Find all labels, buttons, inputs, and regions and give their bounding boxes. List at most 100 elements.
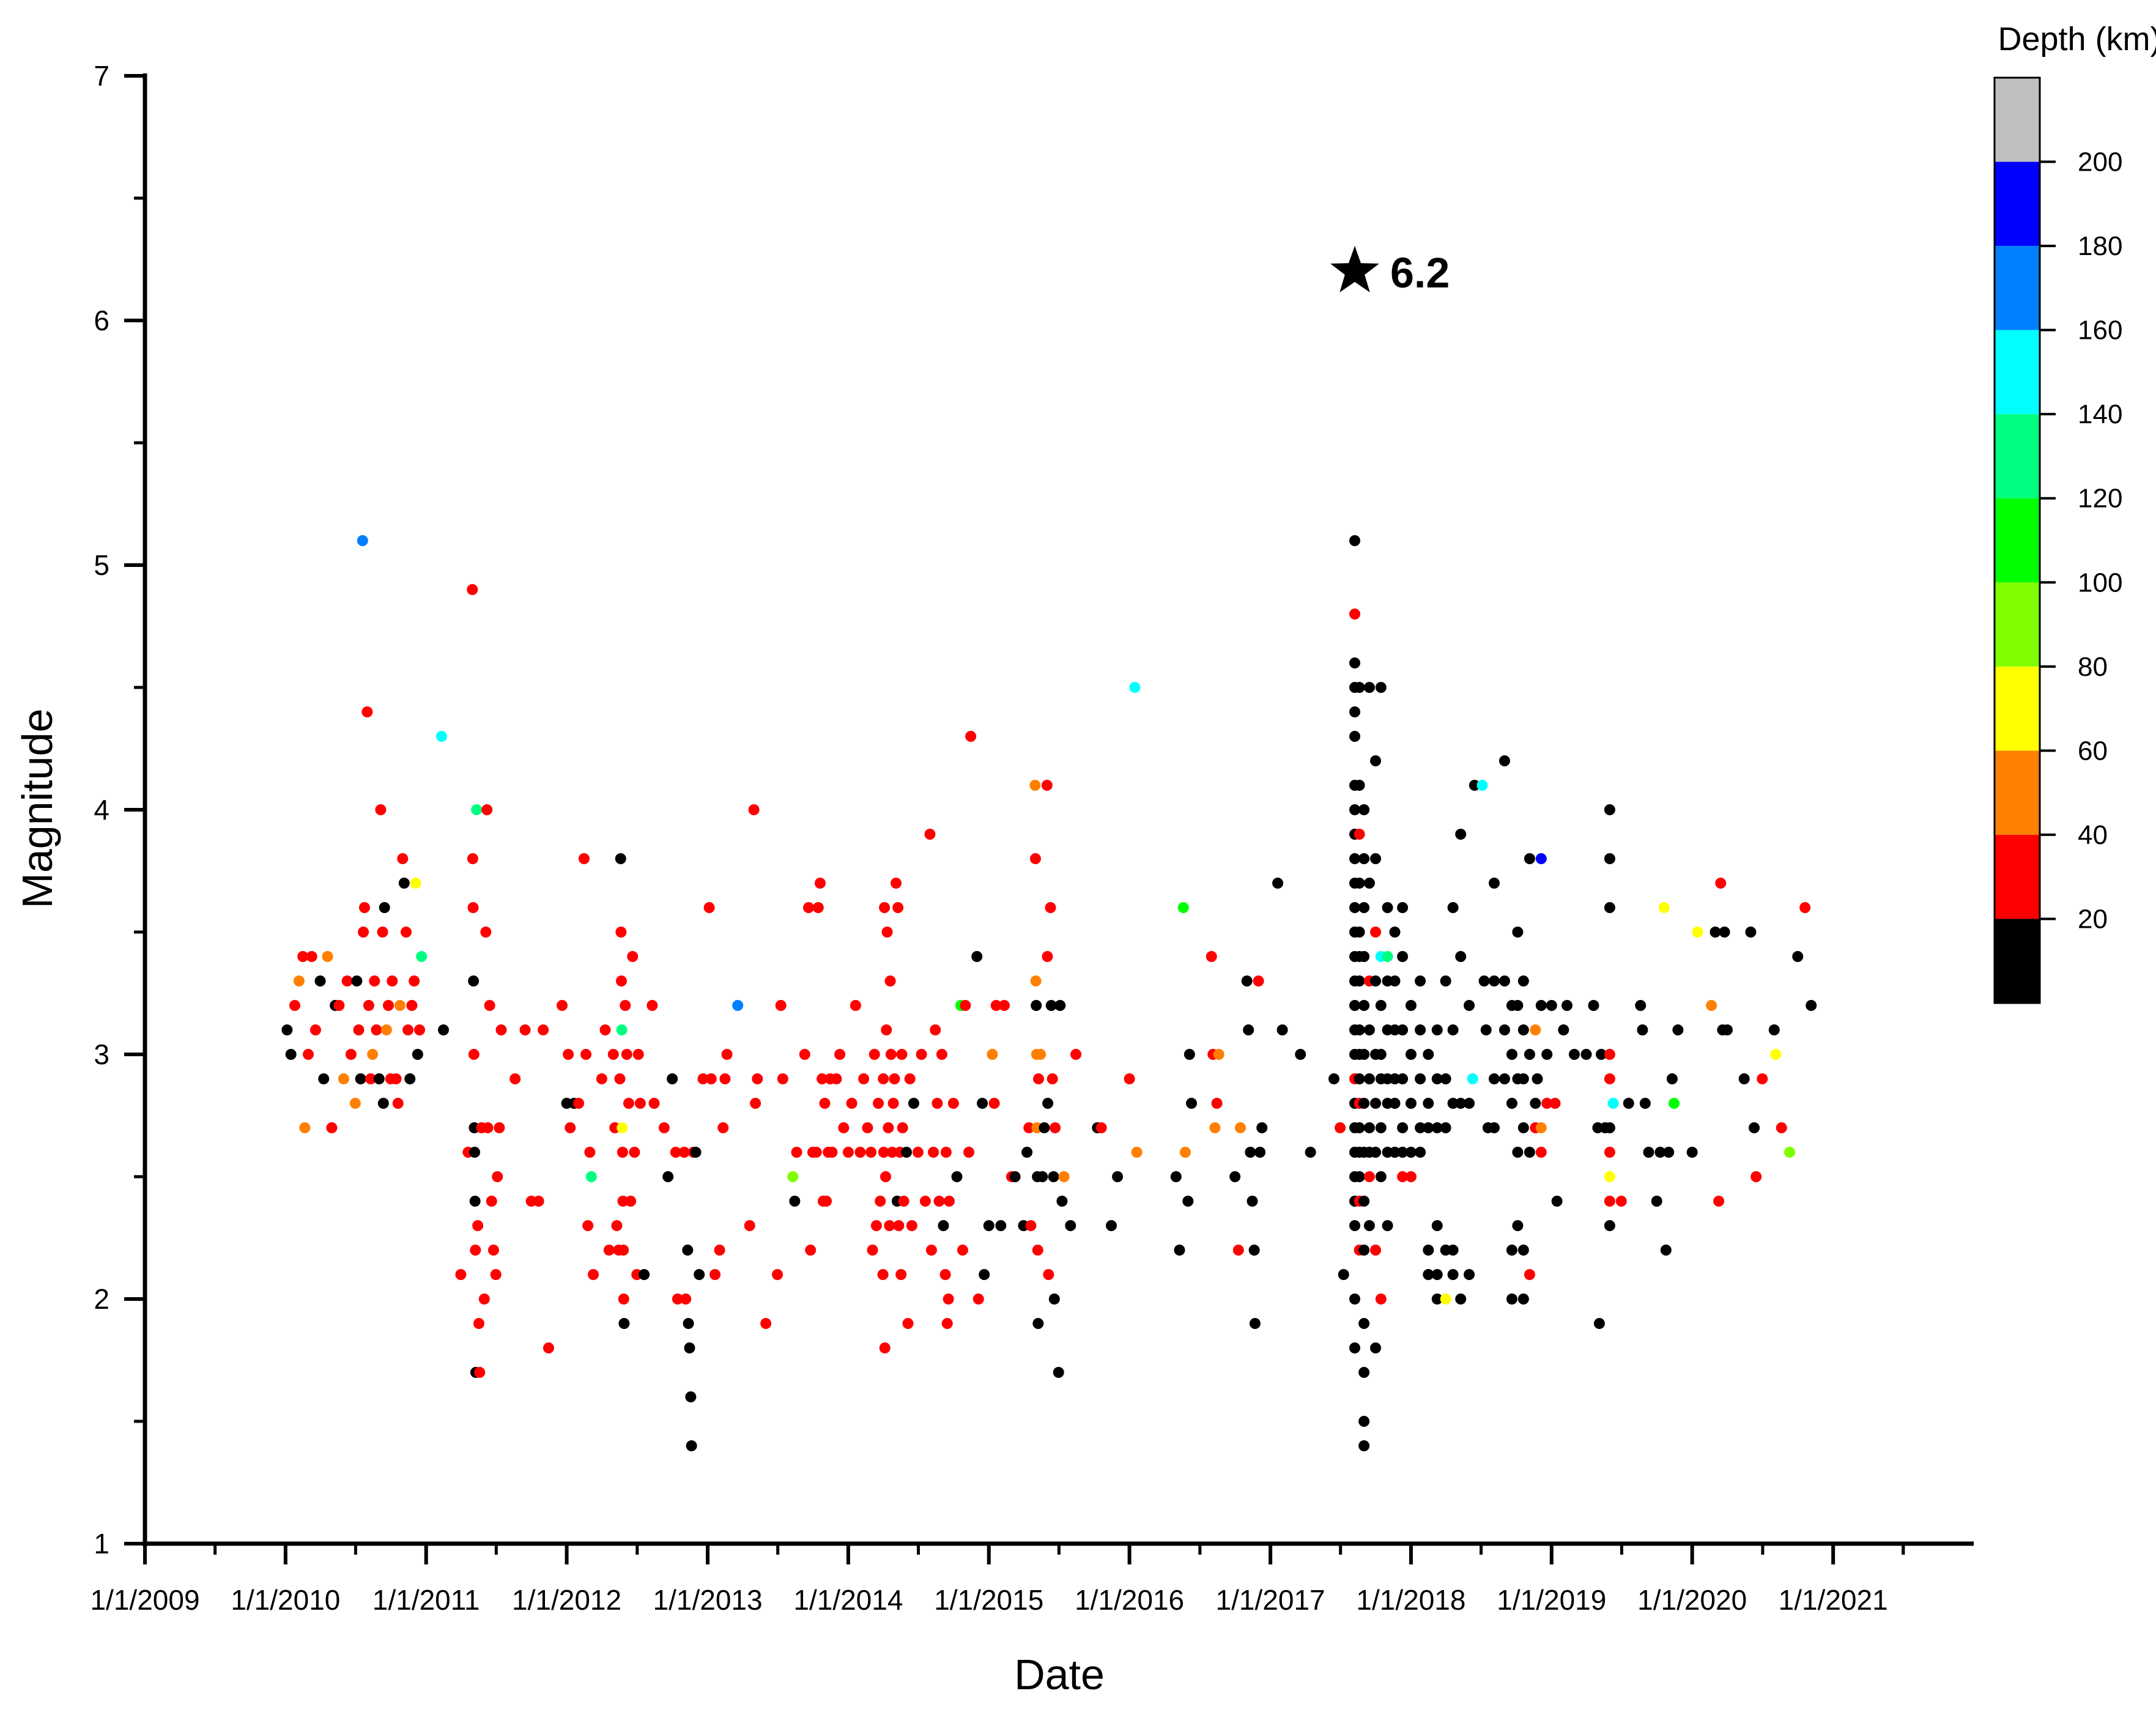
data-point	[1358, 1049, 1370, 1060]
data-point	[943, 1196, 955, 1207]
data-point	[1464, 1269, 1475, 1280]
data-point	[467, 902, 479, 913]
x-tick-label: 1/1/2010	[231, 1584, 340, 1616]
data-point	[941, 1318, 953, 1329]
x-tick-label: 1/1/2016	[1075, 1584, 1184, 1616]
data-point	[805, 1245, 817, 1256]
colorbar-bin	[1995, 834, 2040, 919]
data-point	[410, 878, 421, 889]
data-point	[1517, 1122, 1529, 1133]
data-point	[1405, 1049, 1417, 1060]
data-point	[889, 1073, 900, 1084]
data-point	[1041, 780, 1053, 791]
data-point	[616, 1024, 628, 1035]
colorbar-bin	[1995, 246, 2040, 330]
data-point	[1593, 1318, 1605, 1329]
data-point	[1498, 1073, 1510, 1084]
data-point	[480, 927, 492, 938]
colorbar-bin	[1995, 330, 2040, 415]
data-point	[611, 1220, 623, 1231]
data-point	[697, 1073, 709, 1084]
data-point	[289, 1000, 300, 1011]
data-point	[744, 1220, 755, 1231]
data-point	[467, 584, 478, 595]
data-point	[690, 1147, 702, 1158]
x-tick-label: 1/1/2009	[90, 1584, 199, 1616]
data-point	[1358, 1098, 1370, 1109]
data-point	[1541, 1049, 1553, 1060]
data-point	[353, 1024, 365, 1035]
x-axis-title: Date	[1014, 1651, 1105, 1698]
data-point	[1455, 1098, 1467, 1109]
data-point	[618, 1318, 630, 1329]
data-point	[1517, 1245, 1529, 1256]
data-point	[412, 1049, 423, 1060]
data-point	[919, 1196, 931, 1207]
data-point	[495, 1024, 507, 1035]
data-point	[1604, 1196, 1615, 1207]
data-point	[1389, 927, 1401, 938]
data-point	[573, 1098, 585, 1109]
data-point	[387, 975, 398, 986]
data-point	[1045, 1000, 1057, 1011]
data-point	[487, 1245, 499, 1256]
data-point	[1182, 1196, 1194, 1207]
data-point	[1354, 927, 1365, 938]
data-point	[338, 1073, 349, 1084]
data-point	[484, 1000, 495, 1011]
data-point	[810, 1147, 822, 1158]
data-point	[509, 1073, 521, 1084]
colorbar-tick-label: 160	[2078, 316, 2122, 346]
data-point	[977, 1098, 988, 1109]
data-point	[1354, 829, 1365, 840]
data-point	[1232, 1245, 1244, 1256]
data-point	[895, 1269, 907, 1280]
data-point	[1354, 1171, 1365, 1182]
data-point	[1637, 1024, 1648, 1035]
data-point	[879, 902, 891, 913]
data-point	[1382, 1220, 1393, 1231]
data-point	[1423, 1245, 1434, 1256]
data-point	[1431, 1269, 1443, 1280]
data-point	[578, 853, 590, 864]
data-point	[880, 1171, 891, 1182]
y-tick-label: 3	[94, 1038, 109, 1070]
data-point	[345, 1049, 357, 1060]
data-point	[1806, 1000, 1817, 1011]
data-point	[365, 1073, 377, 1084]
x-tick-label: 1/1/2020	[1637, 1584, 1747, 1616]
data-point	[904, 1073, 916, 1084]
x-tick-label: 1/1/2019	[1497, 1584, 1606, 1616]
annotation-label: 6.2	[1390, 249, 1450, 297]
data-point	[617, 1196, 629, 1207]
data-point	[1032, 1318, 1044, 1329]
data-point	[1363, 1220, 1375, 1231]
data-point	[1517, 1024, 1529, 1035]
data-point	[1792, 951, 1804, 962]
data-point	[983, 1220, 995, 1231]
data-point	[1129, 682, 1141, 693]
data-point	[1517, 1073, 1529, 1084]
data-point	[1112, 1171, 1124, 1182]
data-point	[1719, 927, 1730, 938]
data-point	[1784, 1147, 1795, 1158]
data-point	[803, 902, 815, 913]
data-point	[1517, 975, 1529, 986]
colorbar-tick-label: 40	[2078, 820, 2108, 850]
plot-area: 6.2	[281, 246, 1817, 1451]
data-point	[1397, 951, 1409, 962]
data-point	[1524, 1049, 1535, 1060]
data-point	[877, 1269, 889, 1280]
data-point	[900, 1147, 912, 1158]
data-point	[1397, 1147, 1409, 1158]
data-point	[377, 927, 388, 938]
data-point	[471, 804, 483, 815]
data-point	[705, 1073, 717, 1084]
data-point	[971, 951, 983, 962]
data-point	[972, 1294, 984, 1305]
data-point	[1440, 1294, 1451, 1305]
data-point	[472, 1220, 484, 1231]
data-point	[1530, 1098, 1541, 1109]
y-tick-label: 4	[94, 794, 109, 826]
data-point	[799, 1049, 810, 1060]
